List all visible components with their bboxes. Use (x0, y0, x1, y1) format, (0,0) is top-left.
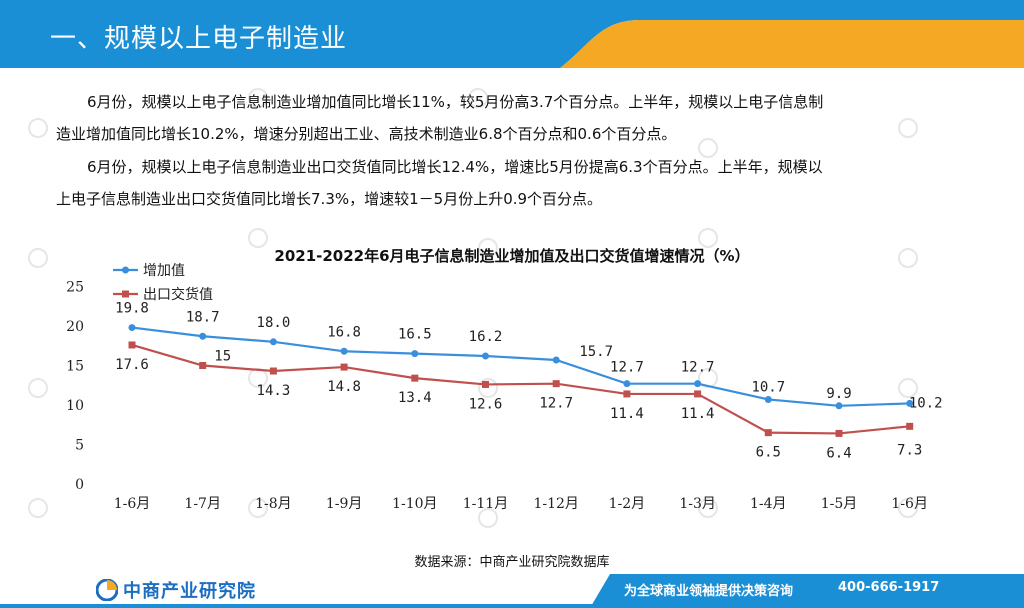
data-point (269, 367, 277, 375)
x-tick-label: 1-11月 (463, 496, 508, 512)
data-point (552, 356, 560, 364)
data-label: 16.5 (398, 327, 432, 343)
y-tick-label: 5 (75, 438, 84, 454)
data-point (906, 422, 914, 430)
paragraph-line: 造业增加值同比增长10.2%，增速分别超出工业、高技术制造业6.8个百分点和0.… (56, 125, 677, 143)
paragraph-export-value: 6月份，规模以上电子信息制造业出口交货值同比增长12.4%，增速比5月份提高6.… (56, 151, 971, 215)
data-label: 15.7 (579, 344, 613, 360)
page-title: 一、规模以上电子制造业 (50, 24, 348, 54)
data-point (764, 395, 772, 403)
data-label: 14.8 (327, 379, 361, 395)
x-tick-label: 1-8月 (255, 496, 292, 512)
legend-marker (122, 290, 129, 298)
data-point (694, 380, 702, 388)
x-tick-label: 1-6月 (114, 496, 151, 512)
data-point (623, 390, 631, 398)
data-point (482, 380, 489, 388)
chart-title: 2021-2022年6月电子信息制造业增加值及出口交货值增速情况（%） (274, 247, 750, 265)
paragraph-line: 6月份，规模以上电子信息制造业增加值同比增长11%，较5月份高3.7个百分点。上… (87, 93, 824, 111)
data-point (340, 363, 348, 371)
data-point (552, 380, 560, 388)
data-label: 16.2 (469, 329, 503, 345)
data-label: 12.7 (610, 360, 644, 376)
logo-text: 中商产业研究院 (123, 581, 256, 602)
watermark-mark (28, 118, 48, 138)
x-tick-label: 1-4月 (750, 496, 787, 512)
data-point (411, 350, 419, 358)
x-tick-label: 1-5月 (821, 496, 858, 512)
data-label: 6.4 (826, 445, 851, 461)
data-label: 18.7 (186, 309, 220, 325)
data-label: 12.7 (539, 396, 573, 412)
data-point (199, 362, 207, 369)
y-tick-label: 10 (66, 398, 84, 414)
data-point (764, 429, 772, 437)
data-source: 数据来源：中商产业研究院数据库 (414, 555, 610, 570)
footer-slogan: 为全球商业领袖提供决策咨询 (624, 584, 794, 599)
data-point (199, 332, 207, 340)
company-logo: 中商产业研究院 (96, 578, 256, 602)
data-label: 16.8 (327, 324, 361, 340)
legend-marker (122, 266, 129, 274)
data-label: 18.0 (257, 315, 291, 331)
data-label: 14.3 (257, 383, 291, 399)
y-tick-label: 20 (66, 319, 84, 335)
data-point (835, 429, 843, 437)
data-label: 11.4 (681, 406, 715, 422)
series-line-value-added (131, 326, 910, 407)
data-point (411, 374, 419, 382)
x-tick-label: 1-12月 (533, 496, 578, 512)
footer-bar (0, 574, 1024, 608)
line-chart: 0 5 10 15 20 25 1-6月 1-7月 1-8月 1-9月 1-10月 1-11月 1-12… (66, 263, 943, 512)
data-point (269, 338, 277, 346)
data-point (128, 341, 136, 349)
header-background (0, 0, 1024, 68)
paragraph-line: 上电子信息制造业出口交货值同比增长7.3%，增速较1－5月份上升0.9个百分点。 (56, 190, 603, 208)
x-tick-label: 1-9月 (326, 496, 363, 512)
y-tick-label: 0 (75, 477, 84, 493)
header-banner: 一、规模以上电子制造业 (0, 0, 1024, 68)
data-point (128, 324, 136, 332)
legend-label: 增加值 (143, 263, 185, 279)
x-tick-label: 1-7月 (184, 496, 221, 512)
x-tick-label: 1-2月 (609, 496, 646, 512)
data-point (340, 347, 348, 355)
series-line-export (131, 343, 910, 435)
data-label: 10.7 (751, 379, 785, 395)
data-point (482, 352, 489, 360)
data-point (906, 399, 914, 407)
data-label: 19.8 (115, 301, 149, 317)
y-tick-label: 15 (66, 359, 84, 375)
data-point (835, 402, 843, 410)
legend-label: 出口交货值 (143, 286, 213, 303)
paragraph-value-added: 6月份，规模以上电子信息制造业增加值同比增长11%，较5月份高3.7个百分点。上… (56, 86, 971, 150)
data-label: 12.6 (469, 396, 503, 412)
data-label: 6.5 (756, 445, 781, 461)
footer-phone: 400-666-1917 (838, 580, 940, 595)
data-label: 9.9 (826, 386, 851, 402)
paragraph-line: 6月份，规模以上电子信息制造业出口交货值同比增长12.4%，增速比5月份提高6.… (87, 158, 823, 176)
logo-icon (96, 579, 118, 601)
y-tick-label: 25 (66, 280, 84, 296)
x-tick-label: 1-6月 (891, 496, 928, 512)
data-point (623, 380, 631, 388)
data-label: 12.7 (681, 360, 715, 376)
data-point (694, 390, 702, 398)
data-label: 7.3 (897, 442, 922, 458)
x-tick-label: 1-10月 (392, 496, 437, 512)
data-label: 13.4 (398, 390, 432, 406)
data-label: 15 (214, 349, 231, 365)
data-label: 10.2 (909, 395, 943, 411)
x-tick-label: 1-3月 (679, 496, 716, 512)
footer-background (0, 574, 1024, 608)
data-label: 11.4 (610, 406, 644, 422)
data-label: 17.6 (115, 357, 149, 373)
